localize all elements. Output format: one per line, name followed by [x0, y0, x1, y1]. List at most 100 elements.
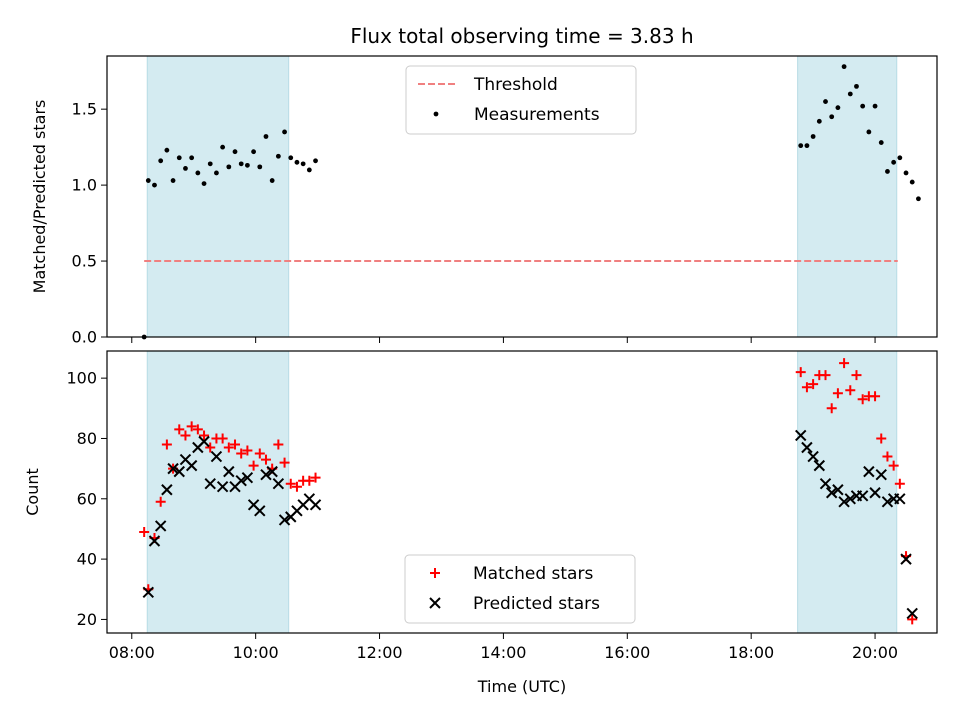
measurement-point [226, 164, 232, 170]
matched-star-point [808, 379, 819, 390]
matched-star-point [254, 448, 265, 459]
predicted-star-point [278, 514, 291, 526]
measurement-point [195, 170, 201, 176]
matched-star-point [205, 442, 216, 453]
measurement-point [854, 83, 859, 89]
x-tick-label: 12:00 [356, 643, 402, 662]
matched-star-point [801, 382, 812, 393]
matched-star-point [291, 481, 302, 492]
y-axis-label: Count [23, 468, 42, 516]
measurement-point [145, 178, 151, 183]
measurement-point [207, 161, 213, 167]
predicted-star-point [241, 471, 254, 484]
matched-star-point [217, 433, 228, 444]
y-tick-label: 60 [77, 489, 97, 508]
series-matched-stars [139, 358, 918, 625]
measurement-point [860, 103, 866, 109]
measurement-point [885, 169, 890, 174]
matched-star-point [285, 478, 296, 489]
predicted-star-point [807, 450, 819, 463]
legend-box [404, 554, 636, 624]
chart-title: Flux total observing time = 3.83 h [350, 24, 693, 48]
predicted-star-point [838, 496, 850, 508]
matched-star-point [236, 448, 247, 459]
measurement-point [263, 134, 269, 139]
matched-star-point [248, 460, 259, 471]
predicted-star-point [223, 465, 235, 478]
predicted-star-point [154, 520, 167, 532]
measurement-point [810, 134, 816, 139]
legend: Threshold Measurements [405, 65, 637, 135]
legend-label: Measurements [474, 105, 600, 125]
matched-star-point [832, 388, 843, 399]
measurement-point [313, 158, 318, 164]
matched-star-point [199, 430, 210, 441]
predicted-star-point [894, 493, 906, 505]
x-tick-label: 10:00 [233, 643, 279, 662]
matched-star-point [795, 367, 806, 378]
matched-star-point [155, 496, 166, 507]
measurement-point [244, 162, 250, 168]
series-predicted-stars [142, 429, 918, 620]
measurement-point [176, 155, 182, 161]
x-tick-label: 16:00 [604, 643, 650, 662]
y-tick-label: 0.0 [72, 328, 97, 347]
predicted-star-point [198, 435, 210, 448]
measurement-point [294, 159, 300, 165]
measurement-point [878, 140, 884, 145]
matched-star-point [273, 439, 284, 450]
predicted-star-point [801, 441, 813, 454]
predicted-star-point [856, 490, 869, 502]
measurement-point [798, 143, 804, 149]
observing-window-2 [797, 55, 898, 338]
predicted-star-point [173, 465, 185, 478]
measurement-point [232, 149, 238, 155]
measurement-point [903, 170, 909, 176]
measurement-point [306, 167, 312, 173]
matched-star-point [820, 370, 831, 381]
matched-star-point [894, 478, 905, 489]
measurement-point [152, 182, 157, 188]
y-tick-label: 20 [77, 610, 97, 629]
measurement-point [866, 129, 872, 135]
measurement-point [275, 153, 281, 159]
predicted-star-point [216, 481, 229, 493]
measurement-point [201, 181, 207, 186]
measurement-point [238, 161, 244, 167]
measurement-point [214, 170, 219, 176]
matched-star-point [230, 439, 241, 450]
y-axis-label: Matched/Predicted stars [30, 100, 49, 294]
measurement-point [841, 64, 847, 70]
measurement-point [847, 91, 853, 97]
predicted-star-point [844, 493, 856, 505]
predicted-star-point [272, 477, 285, 490]
matched-star-point [192, 424, 203, 435]
measurement-point [282, 129, 287, 135]
predicted-star-point [906, 607, 918, 620]
y-tick-label: 1.0 [72, 176, 97, 195]
matched-star-point [851, 370, 862, 381]
measurement-point [804, 143, 810, 149]
predicted-star-point [142, 586, 155, 598]
measurement-point [269, 178, 275, 183]
legend-box [405, 65, 637, 135]
measurement-point [872, 103, 878, 109]
measurement-point [891, 159, 897, 165]
measurement-point [257, 164, 263, 170]
legend-dot-swatch [433, 111, 439, 117]
predicted-star-point [819, 477, 832, 490]
matched-star-point [826, 403, 837, 414]
matched-star-point [304, 475, 315, 486]
measurement-point [189, 155, 195, 161]
measurement-point [300, 161, 306, 167]
measurement-point [288, 155, 294, 161]
measurement-point [823, 99, 828, 104]
matched-star-point [876, 433, 887, 444]
matched-star-point [139, 526, 150, 537]
matched-star-point [845, 385, 856, 396]
matched-star-point [279, 457, 290, 468]
predicted-star-point [260, 468, 272, 481]
legend-label: Matched stars [473, 564, 593, 584]
matched-star-point [223, 442, 234, 453]
